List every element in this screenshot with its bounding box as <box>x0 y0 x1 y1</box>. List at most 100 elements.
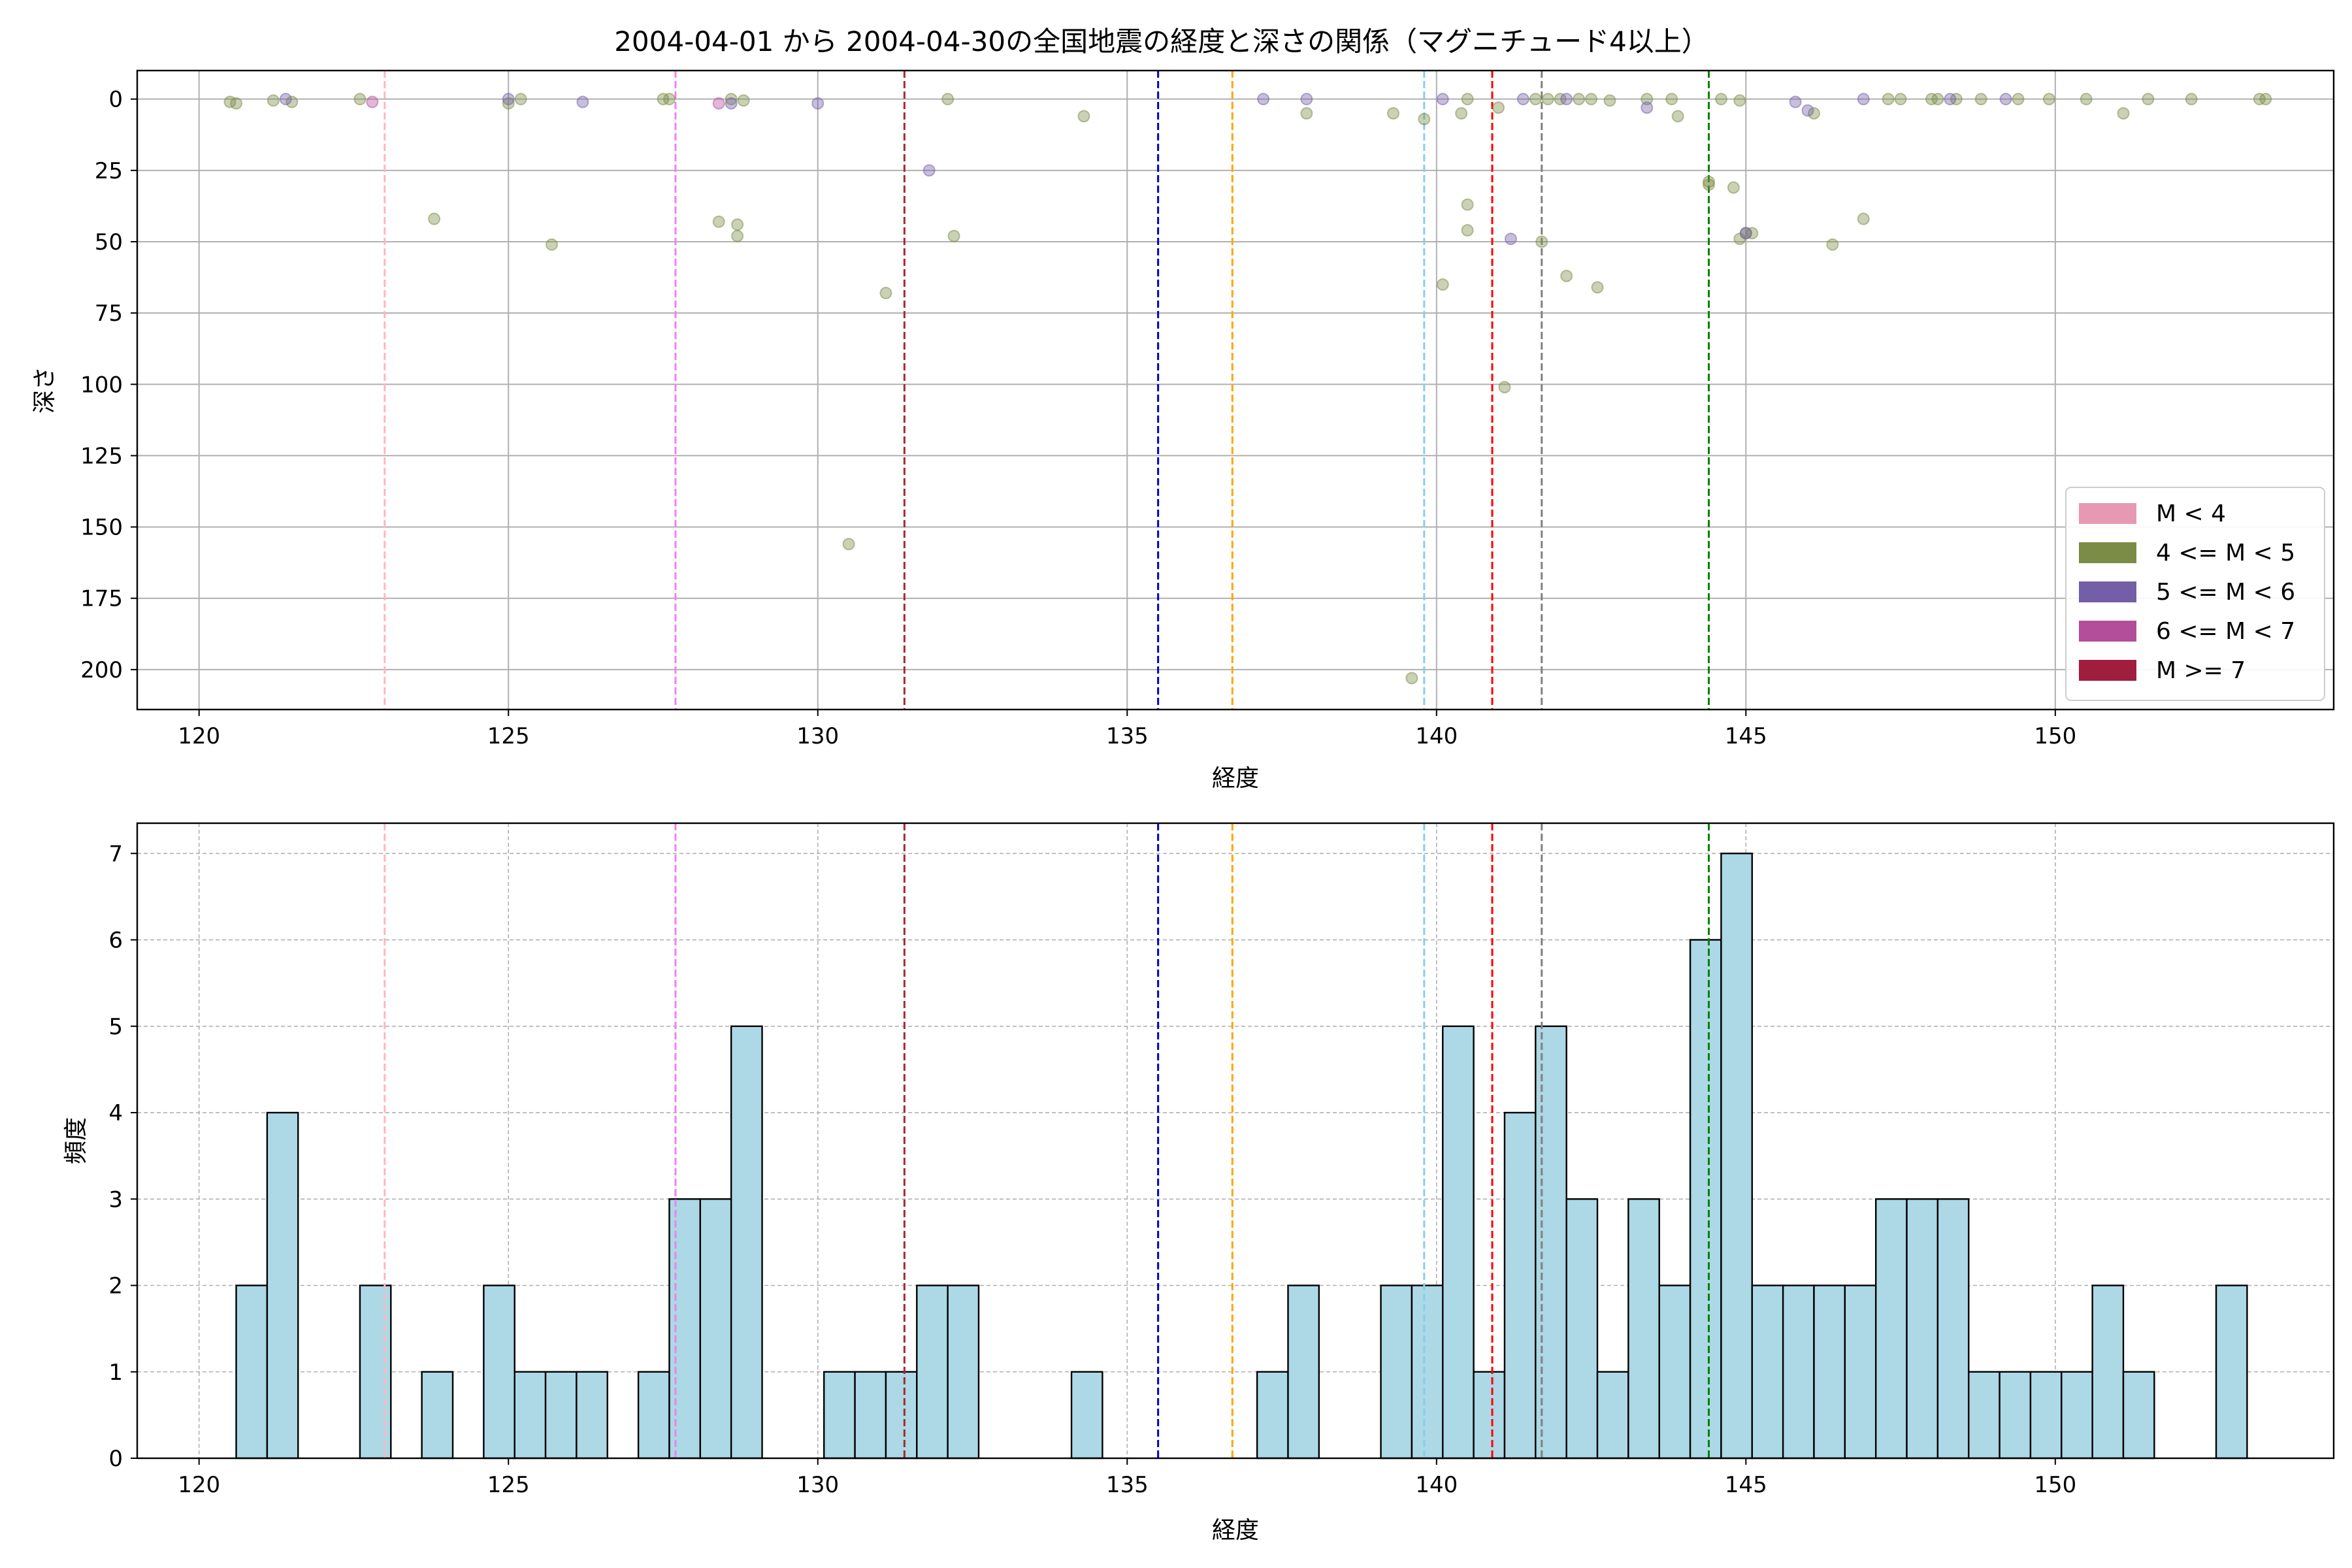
scatter-point <box>1300 93 1313 106</box>
histogram-bar <box>885 1371 918 1460</box>
scatter-point <box>366 95 379 108</box>
scatter-point <box>502 93 515 106</box>
scatter-point <box>1461 93 1474 106</box>
histogram-bar <box>1999 1371 2032 1460</box>
scatter-point <box>947 229 960 242</box>
scatter-x-tick-label: 130 <box>796 723 839 749</box>
scatter-point <box>1591 281 1604 294</box>
histogram-bar <box>730 1025 763 1460</box>
scatter-point <box>1492 101 1505 114</box>
scatter-point <box>731 218 744 231</box>
scatter-x-tick-label: 120 <box>178 723 220 749</box>
histogram-bar <box>1689 939 1722 1460</box>
scatter-point <box>502 97 515 110</box>
histogram-x-tick-label: 135 <box>1106 1472 1149 1498</box>
histogram-bar <box>1287 1284 1320 1460</box>
scatter-point <box>879 287 892 300</box>
scatter-point <box>1573 93 1586 106</box>
scatter-point <box>1516 93 1529 106</box>
scatter-panel: 120 125 130 135 140 145 150 0 25 50 75 100 125 150 17… <box>31 69 2335 792</box>
scatter-point <box>1727 181 1740 194</box>
scatter-point <box>1789 95 1802 108</box>
scatter-point <box>1826 238 1839 251</box>
histogram-y-tick-label: 0 <box>108 1446 123 1472</box>
legend-swatch <box>2079 621 2136 642</box>
scatter-y-tick-label: 125 <box>80 443 123 469</box>
legend-items: M < 4 4 <= M < 5 5 <= M < 6 6 <= M < 7 M >= … <box>2079 500 2295 684</box>
scatter-x-tick-label: 135 <box>1106 723 1149 749</box>
scatter-point <box>731 229 744 242</box>
histogram-y-tick-label: 7 <box>108 841 123 867</box>
scatter-point <box>279 93 292 106</box>
histogram-bar <box>1813 1284 1846 1460</box>
scatter-point <box>1560 93 1573 106</box>
scatter-point <box>546 238 559 251</box>
histogram-bar <box>483 1284 515 1460</box>
scatter-point <box>2042 93 2055 106</box>
histogram-y-axis-label: 頻度 <box>63 1117 90 1164</box>
legend-swatch <box>2079 660 2136 681</box>
scatter-y-tick-label: 175 <box>80 586 123 612</box>
scatter-y-tick-label: 25 <box>95 158 123 184</box>
histogram-x-tick-label: 150 <box>2034 1472 2076 1498</box>
legend-swatch <box>2079 581 2136 602</box>
histogram-bar <box>359 1284 392 1460</box>
histogram-x-tick-label: 125 <box>487 1472 530 1498</box>
scatter-point <box>1455 106 1468 120</box>
histogram-bar <box>1473 1371 1506 1460</box>
histogram-y-tick-label: 3 <box>108 1186 123 1213</box>
scatter-point <box>662 93 676 106</box>
scatter-point <box>1300 106 1313 120</box>
scatter-x-tick-label: 125 <box>487 723 530 749</box>
scatter-point <box>1541 93 1554 106</box>
legend-swatch <box>2079 542 2136 563</box>
scatter-frame <box>136 69 2335 711</box>
scatter-point <box>428 212 441 225</box>
scatter-point <box>941 93 955 106</box>
histogram-bar <box>2091 1284 2125 1460</box>
scatter-x-tick-label: 140 <box>1415 723 1458 749</box>
histogram-bar <box>1535 1025 1567 1460</box>
scatter-y-ticks: 0 25 50 75 100 125 150 175 200 <box>80 87 137 683</box>
histogram-x-ticks: 120 125 130 135 140 145 150 <box>178 1458 2076 1498</box>
scatter-point <box>286 95 299 108</box>
scatter-points <box>223 93 2272 685</box>
scatter-x-tick-label: 145 <box>1725 723 1767 749</box>
histogram-reference-lines <box>384 823 1710 1458</box>
scatter-y-tick-label: 50 <box>95 229 123 255</box>
histogram-bar <box>1874 1198 1908 1460</box>
scatter-point <box>230 97 243 110</box>
histogram-bar <box>2215 1284 2248 1460</box>
scatter-point <box>712 215 725 228</box>
histogram-bar <box>235 1284 269 1460</box>
scatter-point <box>1857 212 1870 225</box>
histogram-panel: 120 125 130 135 140 145 150 0 1 2 3 4 5 6 7 経度 頻度 <box>63 822 2335 1544</box>
histogram-y-tick-label: 2 <box>108 1273 123 1299</box>
scatter-y-tick-label: 75 <box>95 301 123 327</box>
histogram-bar <box>266 1111 299 1460</box>
scatter-point <box>2080 93 2093 106</box>
histogram-y-tick-label: 6 <box>108 928 123 954</box>
scatter-point <box>1461 198 1474 211</box>
chart-title: 2004-04-01 から 2004-04-30の全国地震の経度と深さの関係（マ… <box>614 25 1709 57</box>
histogram-x-axis-label: 経度 <box>1212 1517 1259 1544</box>
scatter-point <box>2012 93 2025 106</box>
scatter-point <box>1671 110 1684 123</box>
histogram-bar <box>1565 1198 1599 1460</box>
scatter-x-axis-label: 経度 <box>1212 765 1259 792</box>
scatter-point <box>1944 93 1957 106</box>
legend-label: M >= 7 <box>2156 657 2246 684</box>
histogram-bar <box>576 1371 608 1460</box>
scatter-point <box>1702 178 1715 191</box>
histogram-x-tick-label: 120 <box>178 1472 220 1498</box>
scatter-x-tick-label: 150 <box>2034 723 2076 749</box>
histogram-bar <box>544 1371 578 1460</box>
histogram-bar <box>1380 1284 1413 1460</box>
scatter-grid <box>137 71 2334 710</box>
scatter-point <box>1257 93 1270 106</box>
scatter-point <box>1641 101 1654 114</box>
histogram-bar <box>637 1371 670 1460</box>
histogram-bar <box>1256 1371 1289 1460</box>
scatter-point <box>1931 93 1944 106</box>
